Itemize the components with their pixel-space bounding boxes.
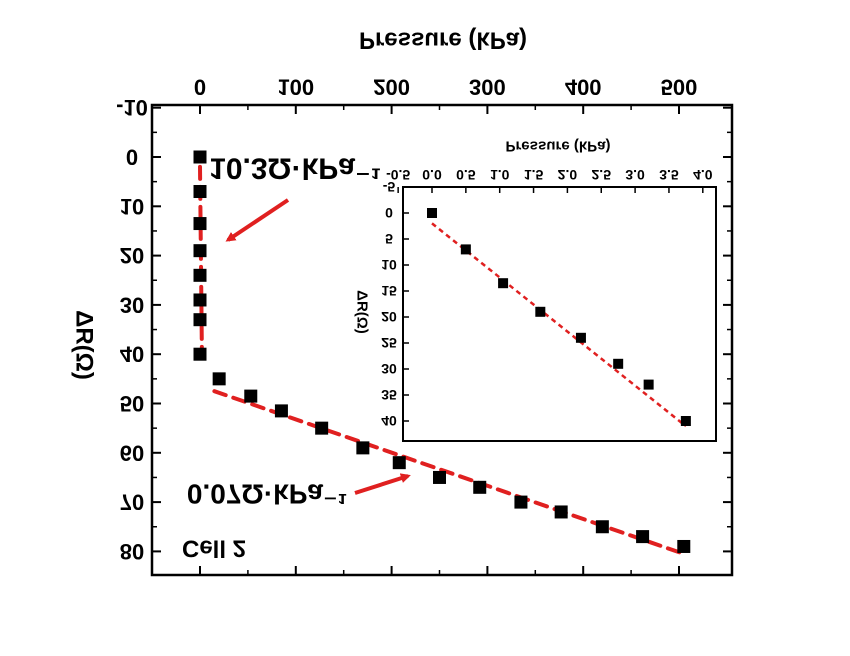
- inset-y-tick-label: 35: [381, 387, 397, 403]
- main-y-tick-label: 20: [120, 243, 144, 268]
- main-x-tick-label: 500: [661, 75, 698, 100]
- main-x-tick-label: 400: [565, 75, 602, 100]
- main-data-point: [193, 185, 207, 199]
- inset-data-point: [460, 244, 471, 255]
- slope-annotation-high: 10.3Ω·kPa⁻¹: [209, 152, 381, 185]
- inset-x-tick-label: 2.5: [592, 167, 612, 183]
- inset-data-point: [535, 306, 546, 317]
- main-y-tick-label: 50: [120, 391, 144, 416]
- main-data-point: [193, 313, 207, 327]
- main-y-tick-label: 70: [120, 490, 144, 515]
- inset-x-tick-label: 2.0: [558, 167, 578, 183]
- main-x-tick-label: 0: [194, 75, 206, 100]
- main-data-point: [244, 389, 258, 403]
- main-y-tick-label: 60: [120, 440, 144, 465]
- inset-y-axis-title: ΔR(Ω): [354, 290, 371, 334]
- main-data-point: [356, 441, 370, 455]
- main-data-point: [193, 293, 207, 307]
- inset-data-point: [575, 332, 586, 343]
- inset-x-tick-label: 4.0: [693, 167, 713, 183]
- main-data-point: [595, 520, 609, 534]
- inset-data-point: [498, 278, 509, 289]
- main-data-point: [193, 244, 207, 258]
- main-data-point: [677, 539, 691, 553]
- main-fit-line-2: [212, 389, 686, 556]
- main-data-point: [514, 495, 528, 509]
- inset-y-tick-label: -5: [383, 179, 396, 195]
- inset-data-point: [680, 416, 691, 426]
- inset-y-tick-label: 30: [381, 361, 397, 377]
- inset-y-tick-label: 20: [381, 309, 397, 325]
- inset-fit-line-1: [431, 222, 687, 428]
- main-x-tick-label: 100: [277, 75, 314, 100]
- main-data-point: [315, 421, 329, 435]
- main-data-point: [193, 217, 207, 231]
- inset-plot-frame: [402, 186, 717, 442]
- inset-x-tick-label: 3.5: [659, 167, 679, 183]
- inset-data-point: [427, 208, 437, 218]
- inset-y-tick-label: 40: [381, 413, 397, 429]
- inset-y-tick-label: 0: [385, 205, 393, 221]
- slope-annotation-low: 0.07Ω·kPa⁻¹: [187, 479, 347, 510]
- inset-x-tick-label: 0.5: [456, 167, 476, 183]
- inset-y-tick-label: 5: [385, 231, 393, 247]
- inset-y-tick-label: 10: [381, 257, 397, 273]
- main-plot-frame: [150, 103, 734, 577]
- main-y-tick-label: -10: [116, 95, 148, 120]
- inset-x-tick-label: 3.0: [625, 167, 645, 183]
- main-x-tick-label: 300: [469, 75, 506, 100]
- main-y-tick-label: 10: [120, 194, 144, 219]
- main-y-tick-label: 0: [126, 145, 138, 170]
- inset-y-tick-label: 25: [381, 335, 397, 351]
- main-data-point: [554, 505, 568, 519]
- inset-data-point: [613, 358, 624, 369]
- inset-data-point: [643, 379, 654, 390]
- inset-x-tick-label: -0.5: [386, 167, 410, 183]
- inset-x-tick-label: 1.0: [490, 167, 510, 183]
- main-data-point: [193, 268, 207, 282]
- main-data-point: [212, 372, 226, 386]
- main-data-point: [433, 470, 446, 484]
- main-y-tick-label: 30: [120, 292, 144, 317]
- main-y-tick-label: 40: [120, 342, 144, 367]
- main-data-point: [274, 404, 288, 418]
- main-data-point: [473, 480, 487, 494]
- inset-x-tick-label: 1.5: [524, 167, 544, 183]
- main-y-axis-title: ΔR(Ω): [71, 310, 98, 380]
- main-data-point: [193, 150, 207, 164]
- main-data-point: [392, 456, 406, 470]
- main-data-point: [636, 530, 650, 544]
- main-x-axis-title: Pressure (kPa): [359, 27, 527, 54]
- cell-label: Cell 2: [182, 535, 246, 562]
- main-x-tick-label: 200: [373, 75, 410, 100]
- inset-x-tick-label: 0.0: [422, 167, 442, 183]
- arrow-low-slope: [354, 473, 411, 495]
- main-fit-line-1: [198, 164, 204, 357]
- inset-x-axis-title: Pressure (kPa): [505, 138, 610, 155]
- main-y-tick-label: 80: [120, 539, 144, 564]
- main-data-point: [193, 347, 207, 361]
- inset-y-tick-label: 15: [381, 283, 397, 299]
- arrow-high-slope: [225, 198, 290, 242]
